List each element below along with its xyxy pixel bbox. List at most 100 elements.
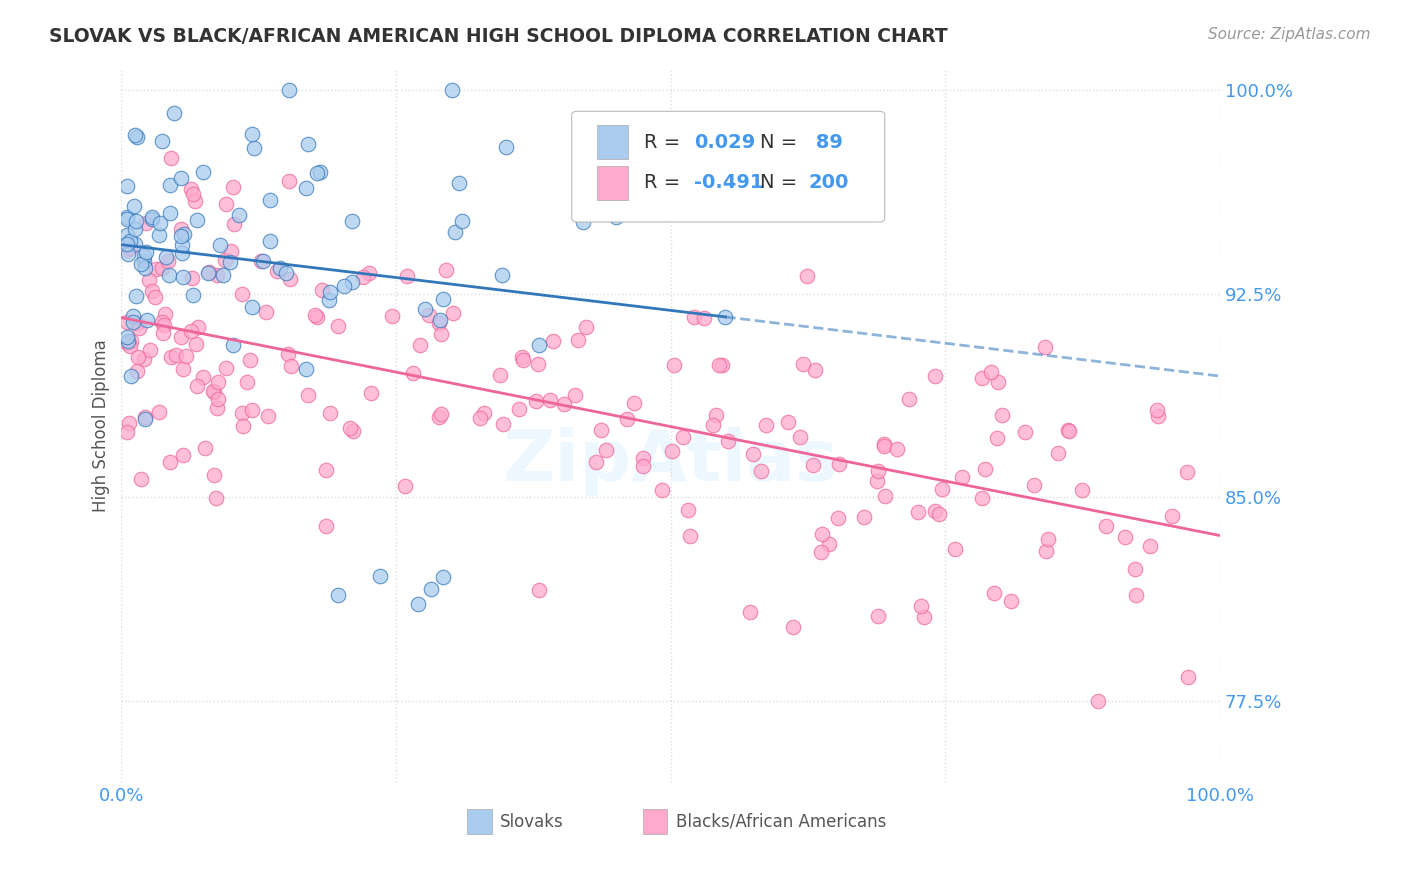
Point [359, 266, 381, 280]
Point [740, 605, 762, 619]
Point [623, 395, 645, 409]
Point [1139, 539, 1161, 553]
Point [127, 350, 149, 364]
Point [529, 582, 551, 597]
Point [254, 305, 277, 319]
Point [201, 384, 224, 398]
Point [326, 319, 349, 334]
Point [134, 412, 156, 426]
Point [277, 347, 299, 361]
Point [118, 234, 141, 248]
Point [259, 193, 281, 207]
Point [595, 442, 617, 457]
Point [170, 238, 193, 252]
Point [866, 464, 889, 478]
Point [257, 409, 280, 424]
Point [121, 310, 143, 324]
Point [134, 260, 156, 275]
Point [148, 227, 170, 242]
Point [148, 405, 170, 419]
Point [983, 586, 1005, 600]
Point [141, 210, 163, 224]
Point [553, 397, 575, 411]
Point [249, 253, 271, 268]
Point [208, 238, 231, 252]
Point [616, 411, 638, 425]
Point [571, 215, 593, 229]
Point [128, 321, 150, 335]
Point [115, 179, 138, 194]
Point [240, 300, 263, 314]
Point [508, 401, 530, 416]
Point [150, 260, 173, 275]
Point [540, 392, 562, 407]
Point [986, 375, 1008, 389]
Point [207, 375, 229, 389]
Point [910, 599, 932, 613]
Point [1123, 562, 1146, 576]
Point [671, 430, 693, 444]
Point [222, 338, 245, 352]
Point [633, 450, 655, 465]
Point [153, 318, 176, 333]
Point [150, 315, 173, 329]
Text: Source: ZipAtlas.com: Source: ZipAtlas.com [1208, 27, 1371, 42]
Point [524, 393, 547, 408]
Point [415, 302, 437, 317]
Point [1000, 593, 1022, 607]
Point [211, 268, 233, 282]
Point [115, 210, 138, 224]
Point [714, 310, 737, 324]
Point [1057, 423, 1080, 437]
Text: SLOVAK VS BLACK/AFRICAN AMERICAN HIGH SCHOOL DIPLOMA CORRELATION CHART: SLOVAK VS BLACK/AFRICAN AMERICAN HIGH SC… [49, 27, 948, 45]
Point [115, 330, 138, 344]
Point [897, 392, 920, 406]
Point [134, 249, 156, 263]
Point [294, 181, 316, 195]
Point [207, 392, 229, 406]
Point [315, 463, 337, 477]
Point [868, 608, 890, 623]
Point [1175, 465, 1198, 479]
Point [120, 339, 142, 353]
Point [194, 441, 217, 455]
Point [165, 348, 187, 362]
Point [970, 371, 993, 385]
Point [228, 208, 250, 222]
Point [1057, 424, 1080, 438]
Point [173, 227, 195, 242]
Point [662, 359, 685, 373]
Point [817, 537, 839, 551]
Bar [598, 166, 627, 200]
Point [692, 311, 714, 326]
Point [219, 244, 242, 258]
Text: ZipAtlas: ZipAtlas [502, 426, 838, 496]
Point [659, 174, 682, 188]
Point [181, 288, 204, 302]
Point [274, 266, 297, 280]
Point [125, 363, 148, 377]
Y-axis label: High School Diploma: High School Diploma [93, 339, 110, 512]
Point [527, 357, 550, 371]
Point [368, 569, 391, 583]
Point [396, 268, 419, 283]
Point [120, 369, 142, 384]
Point [118, 416, 141, 430]
Point [488, 368, 510, 382]
Point [451, 214, 474, 228]
Point [401, 366, 423, 380]
Bar [643, 809, 668, 834]
Point [420, 582, 443, 596]
Point [124, 236, 146, 251]
Point [311, 283, 333, 297]
Point [872, 439, 894, 453]
Point [318, 293, 340, 308]
Point [702, 417, 724, 432]
Point [145, 262, 167, 277]
Point [564, 388, 586, 402]
Point [269, 260, 291, 275]
Point [134, 254, 156, 268]
Point [318, 285, 340, 299]
Point [943, 541, 966, 556]
Point [125, 213, 148, 227]
